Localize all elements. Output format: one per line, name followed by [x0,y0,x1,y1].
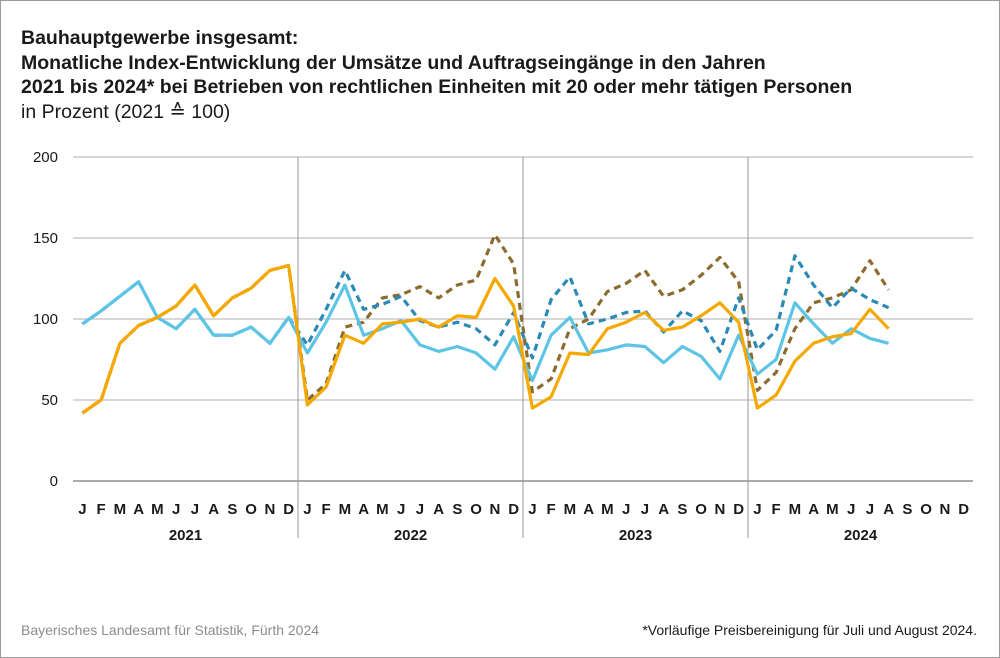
x-tick-label: J [641,501,649,518]
x-tick-label: N [264,501,275,518]
x-tick-label: M [601,501,614,518]
x-tick-label: M [564,501,577,518]
x-tick-label: J [847,501,855,518]
x-tick-label: F [322,501,331,518]
x-tick-label: J [191,501,199,518]
x-tick-label: A [583,501,594,518]
x-tick-label: N [939,501,950,518]
x-tick-label: M [789,501,802,518]
x-tick-label: O [920,501,932,518]
x-tick-label: F [547,501,556,518]
y-tick-label: 0 [50,473,58,490]
series-line-2 [81,280,890,383]
series-line-0 [81,263,890,415]
x-tick-label: J [416,501,424,518]
x-tick-label: J [78,501,86,518]
x-tick-label: N [714,501,725,518]
x-tick-label: N [489,501,500,518]
x-tick-label: M [151,501,164,518]
x-tick-label: A [658,501,669,518]
title-line-1: Bauhauptgewerbe insgesamt: [21,27,299,49]
x-tick-label: J [622,501,630,518]
footnote: *Vorläufige Preisbereinigung für Juli un… [642,622,977,638]
y-tick-label: 200 [33,149,58,166]
x-tick-label: J [172,501,180,518]
x-tick-label: A [883,501,894,518]
year-label: 2024 [844,527,878,544]
year-label: 2023 [619,527,652,544]
x-tick-label: J [753,501,761,518]
x-tick-label: S [227,501,237,518]
series-line-1 [81,233,890,415]
x-tick-label: J [528,501,536,518]
x-tick-label: D [283,501,294,518]
x-tick-label: D [958,501,969,518]
x-tick-label: M [826,501,839,518]
x-tick-label: S [902,501,912,518]
title-line-3: 2021 bis 2024* bei Betrieben von rechtli… [21,76,853,98]
x-tick-label: M [339,501,352,518]
y-tick-label: 150 [33,230,58,247]
x-tick-label: O [245,501,257,518]
title-line-4: in Prozent (2021 ≙ 100) [21,100,231,123]
year-label: 2021 [169,527,202,544]
x-tick-label: J [303,501,311,518]
y-tick-label: 100 [33,311,58,328]
x-tick-label: S [677,501,687,518]
series-line-3 [81,254,890,360]
x-tick-label: F [97,501,106,518]
chart-title: Bauhauptgewerbe insgesamt: Monatliche In… [21,26,981,124]
x-tick-label: S [452,501,462,518]
x-tick-label: A [358,501,369,518]
x-tick-label: M [376,501,389,518]
x-tick-label: A [808,501,819,518]
x-tick-label: A [208,501,219,518]
y-tick-label: 50 [41,392,58,409]
x-tick-label: O [470,501,482,518]
source-note: Bayerisches Landesamt für Statistik, Für… [21,622,320,638]
x-tick-label: M [114,501,127,518]
x-tick-label: A [133,501,144,518]
x-tick-label: D [508,501,519,518]
year-label: 2022 [394,527,427,544]
x-tick-label: J [397,501,405,518]
x-tick-label: J [866,501,874,518]
x-tick-label: O [695,501,707,518]
title-line-2: Monatliche Index-Entwicklung der Umsätze… [21,51,766,74]
x-tick-label: F [772,501,781,518]
x-tick-label: D [733,501,744,518]
x-tick-label: A [433,501,444,518]
